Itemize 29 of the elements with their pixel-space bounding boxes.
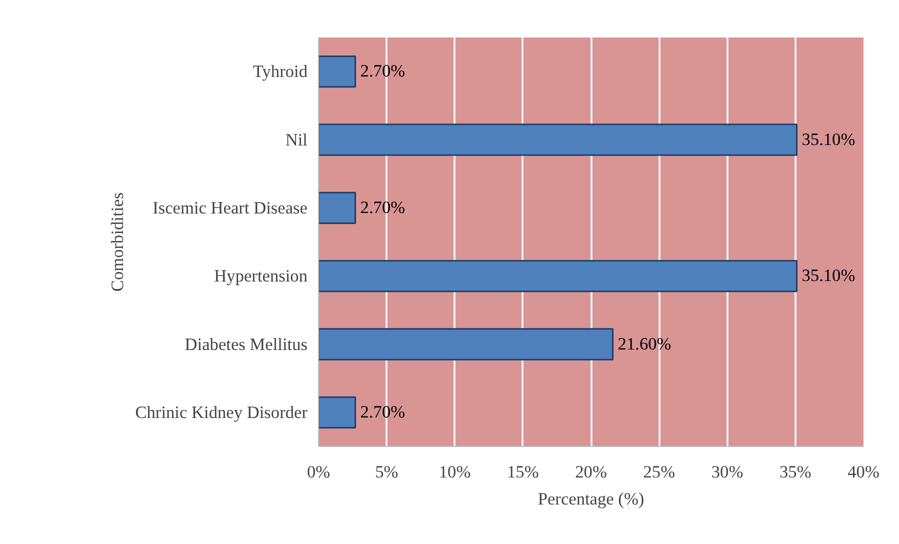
y-tick-label: Nil	[285, 130, 308, 150]
y-tick-label: Chrinic Kidney Disorder	[135, 402, 308, 422]
data-label: 35.10%	[802, 266, 856, 286]
x-tick-label: 15%	[506, 462, 539, 482]
data-label: 2.70%	[360, 198, 406, 217]
bar	[318, 124, 798, 156]
y-tick-label: Diabetes Mellitus	[184, 334, 308, 354]
x-tick-label: 40%	[848, 462, 880, 482]
data-label: 21.60%	[618, 334, 672, 354]
y-axis-title: Comorbidities	[108, 192, 128, 292]
bar	[318, 328, 614, 360]
bar	[318, 55, 356, 88]
x-tick-label: 5%	[375, 462, 398, 482]
x-tick-label: 20%	[575, 462, 607, 482]
y-tick-label: Iscemic Heart Disease	[152, 198, 308, 218]
bar	[318, 396, 356, 429]
bar	[318, 192, 356, 224]
x-tick-label: 10%	[438, 462, 471, 482]
data-label: 2.70%	[360, 62, 406, 81]
y-tick-label: Tyhroid	[252, 62, 308, 82]
x-tick-label: 0%	[306, 462, 330, 482]
data-label: 35.10%	[802, 130, 856, 149]
x-tick-label: 35%	[779, 462, 812, 482]
bar	[318, 260, 798, 292]
y-tick-label: Hypertension	[214, 266, 308, 286]
x-tick-label: 30%	[711, 462, 744, 482]
x-axis-title: Percentage (%)	[538, 490, 644, 508]
x-tick-label: 25%	[643, 462, 676, 482]
data-label: 2.70%	[360, 402, 406, 422]
